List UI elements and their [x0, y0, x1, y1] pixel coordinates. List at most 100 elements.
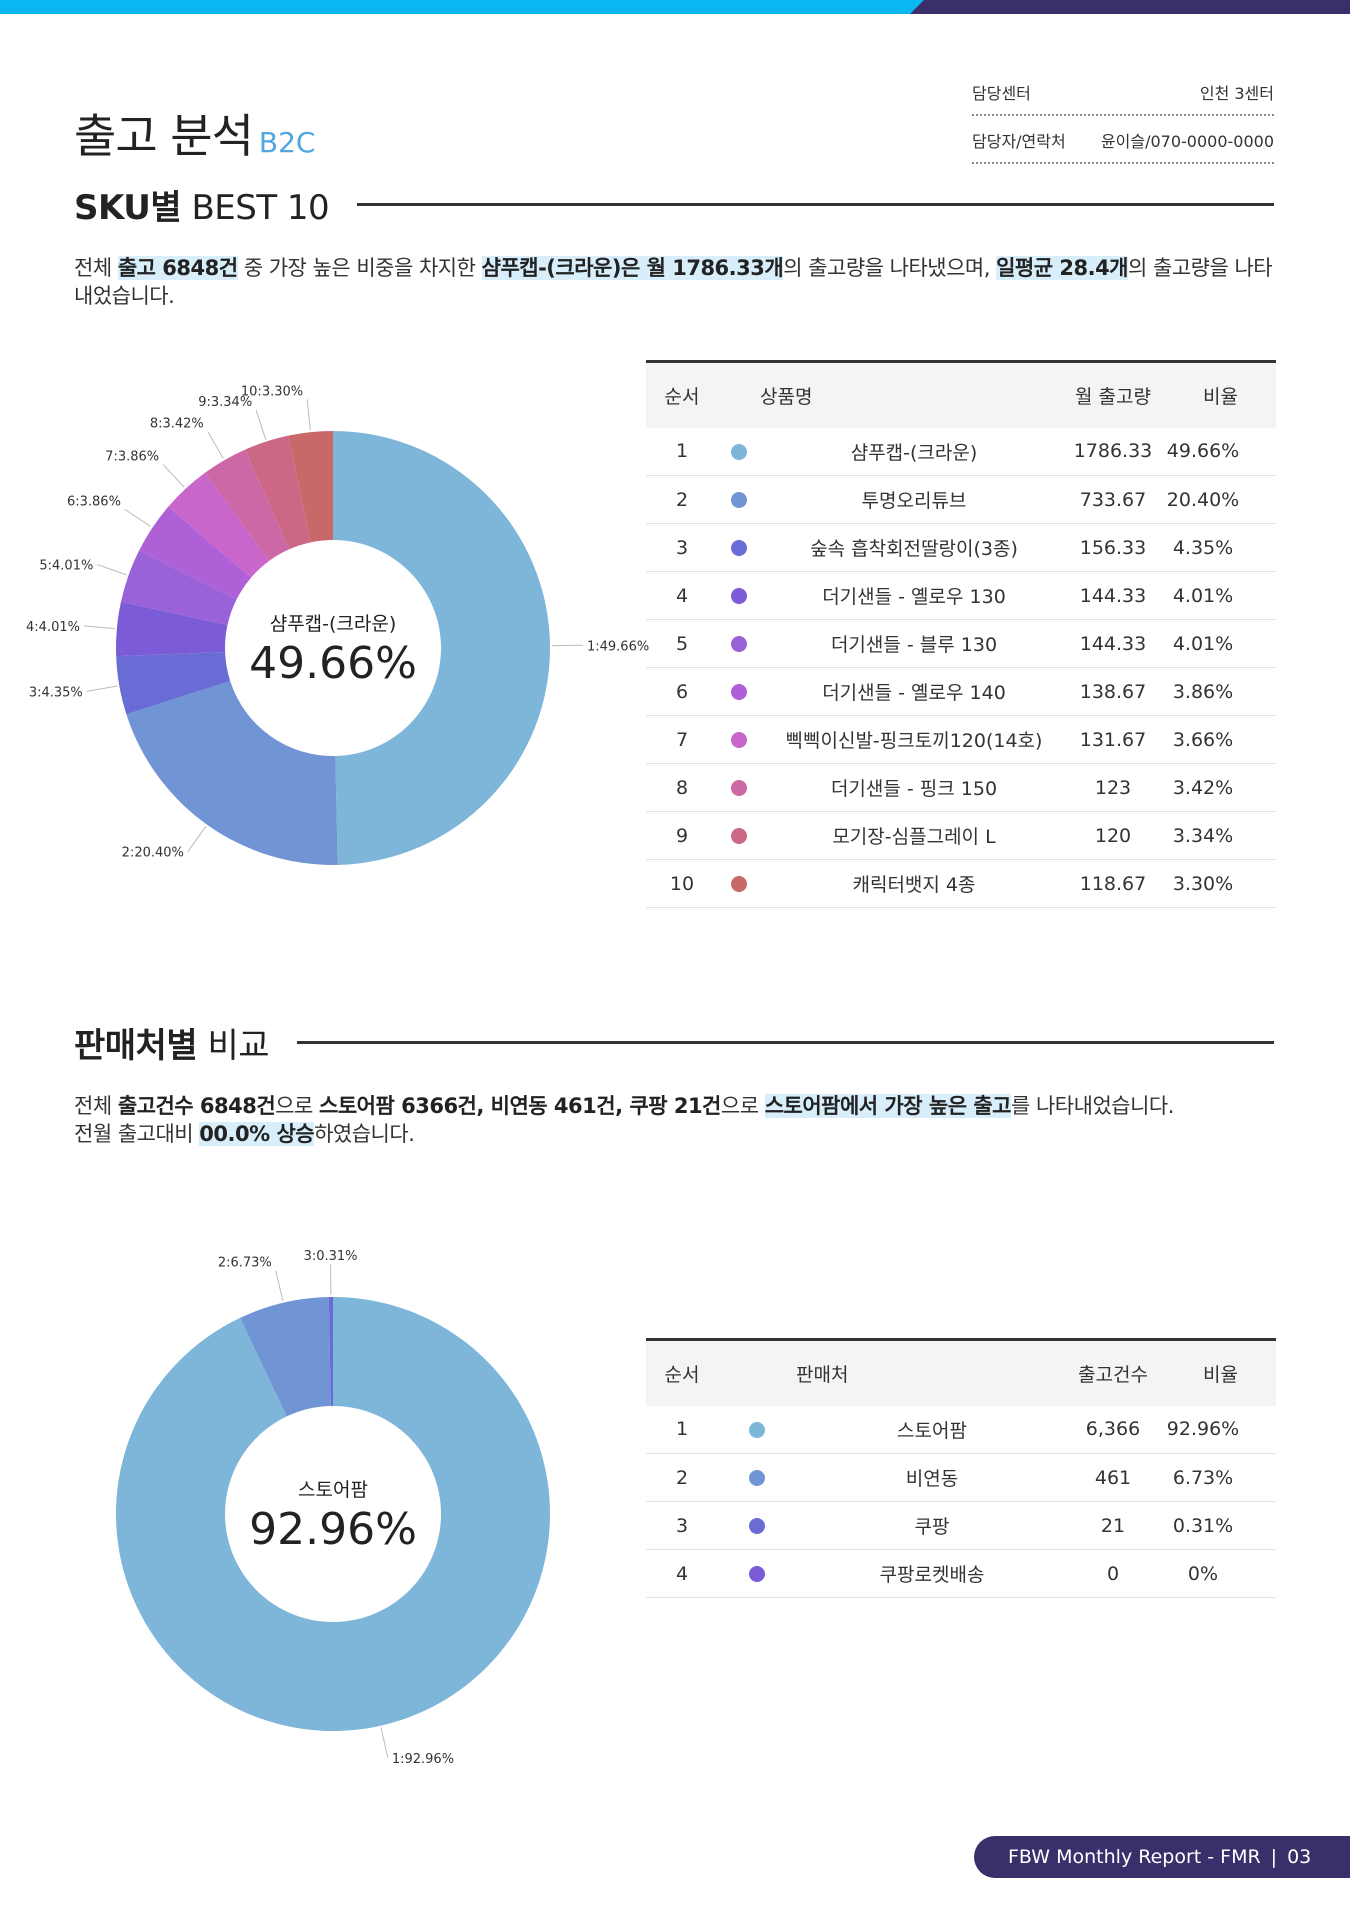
section-channel-title: 판매처별 비교 [74, 1026, 269, 1066]
table-row: 5 더기샌들 - 블루 130 144.33 4.01% [646, 619, 1276, 668]
table-row: 4 쿠팡로켓배송 0 0% [646, 1549, 1276, 1598]
table-row: 10 캐릭터뱃지 4종 118.67 3.30% [646, 859, 1276, 908]
slice-label: 10:3.30% [241, 384, 303, 399]
slice-leader-line [380, 1727, 389, 1759]
row-color-dot [718, 859, 760, 908]
row-color-dot [718, 1501, 796, 1550]
col-volume-header: 월 출고량 [1075, 385, 1151, 408]
center-value: 인천 3센터 [1199, 84, 1274, 103]
row-color-dot [718, 475, 760, 524]
top-accent-bar-dark [910, 0, 1350, 14]
row-rank: 1 [646, 1405, 718, 1454]
section-divider [357, 203, 1274, 206]
slice-label: 3:0.31% [304, 1249, 358, 1264]
legend-dot-icon [731, 636, 747, 652]
row-value: 733.67 [1068, 475, 1158, 524]
table-row: 2 비연동 461 6.73% [646, 1453, 1276, 1502]
row-share: 4.35% [1158, 523, 1276, 572]
donut-center-value: 49.66% [249, 638, 417, 689]
row-name: 더기샌들 - 옐로우 130 [760, 571, 1068, 620]
donut-center-label: 스토어팜 [298, 1479, 368, 1501]
slice-label: 1:92.96% [392, 1752, 454, 1767]
slice-label: 7:3.86% [105, 450, 159, 465]
row-name: 더기샌들 - 옐로우 140 [760, 667, 1068, 716]
col-product-header: 상품명 [760, 385, 813, 408]
row-value: 118.67 [1068, 859, 1158, 908]
footer-report-name: FBW Monthly Report - FMR [1008, 1846, 1261, 1868]
donut-slice-1 [333, 431, 551, 865]
row-name: 캐릭터뱃지 4종 [760, 859, 1068, 908]
legend-dot-icon [731, 876, 747, 892]
table-row: 9 모기장-심플그레이 L 120 3.34% [646, 811, 1276, 860]
row-rank: 8 [646, 763, 718, 812]
legend-dot-icon [731, 780, 747, 796]
row-color-dot [718, 571, 760, 620]
donut-center-label: 샴푸캡-(크라운) [270, 613, 397, 635]
row-color-dot [718, 523, 760, 572]
slice-leader-line [275, 1270, 284, 1301]
slice-leader-line [86, 685, 118, 692]
legend-dot-icon [731, 828, 747, 844]
row-value: 21 [1068, 1501, 1158, 1550]
footer-separator: | [1270, 1846, 1278, 1868]
legend-dot-icon [731, 684, 747, 700]
col-ratio-header: 비율 [1203, 1363, 1238, 1386]
table-row: 8 더기샌들 - 핑크 150 123 3.42% [646, 763, 1276, 812]
legend-dot-icon [749, 1421, 765, 1438]
row-value: 461 [1068, 1453, 1158, 1502]
col-rank-header: 순서 [664, 385, 700, 408]
row-share: 3.86% [1158, 667, 1276, 716]
row-share: 3.34% [1158, 811, 1276, 860]
slice-leader-line [306, 399, 311, 431]
row-value: 144.33 [1068, 571, 1158, 620]
row-name: 숲속 흡착회전딸랑이(3종) [760, 523, 1068, 572]
channel-table: 순서 판매처 출고건수 비율 1 스토어팜 6,366 92.96% 2 비연동 461 6.… [646, 1338, 1276, 1598]
row-name: 삑삑이신발-핑크토끼120(14호) [760, 715, 1068, 764]
slice-label: 6:3.86% [67, 494, 121, 509]
row-value: 138.67 [1068, 667, 1158, 716]
row-rank: 4 [646, 1549, 718, 1598]
footer-page-number: 03 [1287, 1846, 1312, 1868]
row-color-dot [718, 427, 760, 476]
slice-label: 8:3.42% [150, 417, 204, 432]
row-color-dot [718, 1549, 796, 1598]
slice-leader-line [162, 464, 185, 488]
row-color-dot [718, 667, 760, 716]
row-rank: 10 [646, 859, 718, 908]
donut-slice-8 [204, 449, 290, 561]
donut-slice-10 [288, 431, 333, 543]
donut-center-value: 92.96% [249, 1504, 417, 1555]
donut-slice-5 [120, 550, 237, 626]
table-row: 3 숲속 흡착회전딸랑이(3종) 156.33 4.35% [646, 523, 1276, 572]
footer-badge: FBW Monthly Report - FMR | 03 [974, 1836, 1350, 1878]
table-header-row: 순서 판매처 출고건수 비율 [646, 1339, 1276, 1406]
row-color-dot [718, 715, 760, 764]
slice-leader-line [124, 508, 152, 528]
row-share: 4.01% [1158, 619, 1276, 668]
meta-info: 담당센터 인천 3센터 담당자/연락처 윤이슬/070-0000-0000 [972, 78, 1274, 174]
slice-leader-line [207, 431, 224, 459]
slice-label: 9:3.34% [198, 395, 252, 410]
slice-label: 4:4.01% [26, 620, 80, 635]
donut-slice-7 [168, 472, 270, 578]
section-channel-description: 전체 출고건수 6848건으로 스토어팜 6366건, 비연동 461건, 쿠팡… [74, 1094, 1174, 1146]
col-channel-header: 판매처 [796, 1363, 849, 1386]
legend-dot-icon [749, 1470, 765, 1486]
center-label: 담당센터 [972, 84, 1031, 103]
slice-leader-line [187, 826, 207, 852]
row-value: 156.33 [1068, 523, 1158, 572]
page-title-text: 출고 분석 [74, 109, 254, 163]
row-share: 20.40% [1158, 475, 1276, 524]
table-row: 2 투명오리튜브 733.67 20.40% [646, 475, 1276, 524]
row-value: 120 [1068, 811, 1158, 860]
row-name: 비연동 [796, 1453, 1068, 1502]
row-share: 92.96% [1158, 1405, 1276, 1454]
contact-value: 윤이슬/070-0000-0000 [1100, 132, 1274, 151]
section-sku-title: SKU별 BEST 10 [74, 188, 330, 228]
row-value: 144.33 [1068, 619, 1158, 668]
row-value: 1786.33 [1068, 427, 1158, 476]
slice-leader-line [97, 564, 127, 576]
donut-slice-9 [245, 435, 311, 550]
legend-dot-icon [731, 540, 747, 556]
sku-table: 순서 상품명 월 출고량 비율 1 샴푸캡-(크라운) 1786.33 49.66% 2… [646, 360, 1276, 908]
